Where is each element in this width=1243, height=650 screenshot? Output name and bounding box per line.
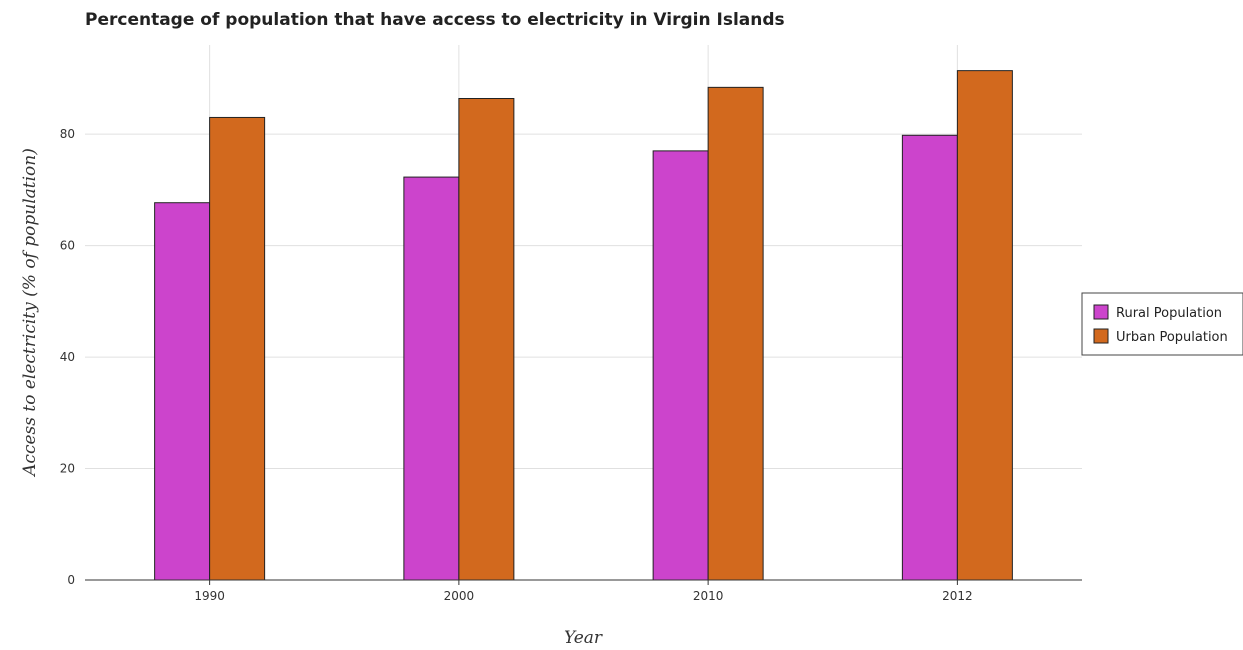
legend-label: Urban Population [1116, 330, 1228, 345]
x-tick-label: 2010 [693, 589, 724, 603]
legend-swatch [1093, 304, 1109, 320]
y-tick-label: 80 [60, 127, 75, 141]
x-tick-label: 2000 [444, 589, 475, 603]
x-axis-label: Year [564, 628, 603, 648]
legend-box [1081, 292, 1243, 356]
bar-rural-1990 [154, 202, 211, 581]
bar-rural-2010 [652, 150, 709, 581]
bar-urban-2000 [458, 98, 515, 581]
y-tick-label: 0 [67, 573, 75, 587]
y-tick-label: 20 [60, 462, 75, 476]
chart-title: Percentage of population that have acces… [85, 10, 785, 30]
bars [154, 70, 1013, 581]
bar-rural-2000 [403, 176, 460, 581]
legend-swatch [1093, 328, 1109, 344]
bar-rural-2012 [901, 134, 958, 581]
x-tick-label: 2012 [942, 589, 973, 603]
y-axis-label: Access to electricity (% of population) [20, 148, 40, 478]
bar-urban-2010 [707, 86, 764, 581]
legend-label: Rural Population [1116, 306, 1222, 321]
x-ticks: 1990 2000 2010 2012 [194, 580, 973, 603]
x-tick-label: 1990 [194, 589, 225, 603]
legend: Rural Population Urban Population [1081, 292, 1243, 356]
y-tick-label: 40 [60, 350, 75, 364]
y-tick-label: 60 [60, 239, 75, 253]
bar-urban-1990 [209, 116, 266, 581]
y-ticks: 0 20 40 60 80 [60, 127, 75, 587]
bar-urban-2012 [956, 70, 1013, 581]
